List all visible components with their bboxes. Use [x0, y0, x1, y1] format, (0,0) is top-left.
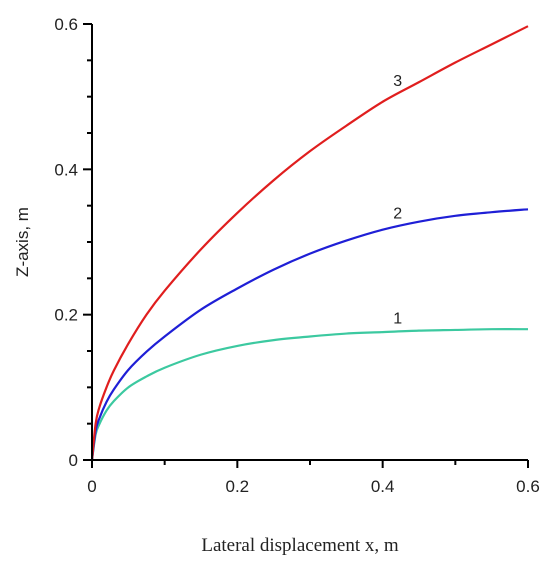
series-label-2: 2 [393, 205, 402, 222]
y-tick-label: 0.6 [54, 15, 78, 34]
x-tick-label: 0 [87, 477, 96, 496]
series-line-1 [90, 328, 529, 461]
series-line-3 [90, 25, 529, 461]
series-label-1: 1 [393, 311, 402, 328]
y-tick-label: 0.4 [54, 160, 78, 179]
x-tick-label: 0.4 [371, 477, 395, 496]
series-label-3: 3 [393, 73, 402, 90]
labels-layer: Lateral displacement x, m Z-axis, m [13, 207, 399, 556]
x-axis-title: Lateral displacement x, m [201, 535, 399, 556]
ticks-layer: 0 0.2 0.4 0.6 0 0.2 0.4 0.6 [54, 15, 539, 496]
series-layer: 1 2 3 [90, 25, 529, 461]
y-tick-label: 0 [69, 451, 78, 470]
series-line-2 [90, 208, 529, 461]
y-tick-label: 0.2 [54, 306, 78, 325]
y-axis-title: Z-axis, m [13, 207, 32, 277]
x-tick-label: 0.2 [226, 477, 250, 496]
axes-layer [91, 24, 528, 461]
x-tick-label: 0.6 [516, 477, 540, 496]
